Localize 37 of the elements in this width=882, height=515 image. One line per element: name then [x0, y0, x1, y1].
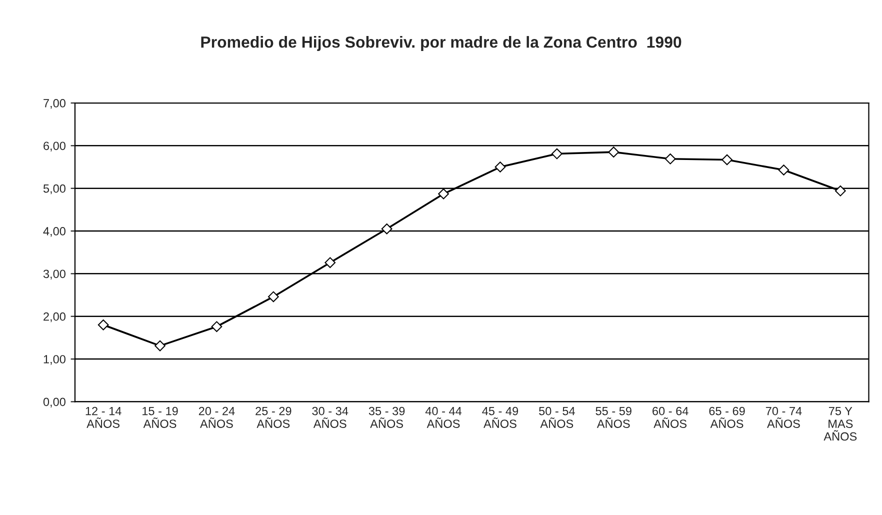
y-tick-label: 5,00 [43, 184, 66, 194]
y-tick-label: 7,00 [44, 99, 66, 109]
y-tick-label: 0,00 [43, 398, 66, 408]
y-tick-label: 1,00 [44, 355, 66, 365]
y-tick-label: 6,00 [44, 142, 66, 152]
point [551, 148, 562, 160]
x-tick-label: 25 - 29 AÑOS [256, 406, 292, 428]
x-tick-label: 35 - 39 AÑOS [368, 406, 405, 428]
x-tick-label: 40 - 44 AÑOS [425, 406, 462, 428]
point [608, 146, 620, 158]
point [154, 340, 166, 352]
y-tick-label: 4,00 [43, 227, 66, 237]
x-tick-label: 60 - 64 AÑOS [652, 406, 688, 428]
y-tick-label: 3,00 [43, 270, 66, 280]
point [494, 162, 506, 172]
x-tick-label: 50 - 54 AÑOS [539, 406, 575, 428]
x-tick-label: 15 - 19 AÑOS [142, 406, 178, 428]
point [778, 164, 790, 176]
x-tick-label: 45 - 49 AÑOS [482, 406, 518, 428]
x-tick-label: 55 - 59 AÑOS [596, 406, 632, 428]
point [98, 319, 109, 330]
point [664, 153, 676, 164]
x-tick-label: 12 - 14 AÑOS [86, 406, 122, 428]
x-tick-label: 65 - 69 AÑOS [709, 406, 745, 428]
point [438, 188, 449, 200]
point [268, 291, 279, 302]
x-tick-label: 20 - 24 AÑOS [198, 406, 235, 428]
point [834, 185, 846, 196]
point [324, 257, 336, 268]
point [211, 321, 222, 332]
point [722, 154, 732, 166]
point [381, 223, 392, 234]
chart-title: Promedio de Hijos Sobreviv. por madre de la Zona Centro 1990 [201, 36, 682, 51]
y-tick-label: 2,00 [44, 312, 66, 322]
x-tick-label: 75 Y MAS AÑOS [824, 406, 857, 441]
x-tick-label: 30 - 34 AÑOS [312, 406, 348, 428]
x-tick-label: 70 - 74 AÑOS [766, 406, 802, 428]
